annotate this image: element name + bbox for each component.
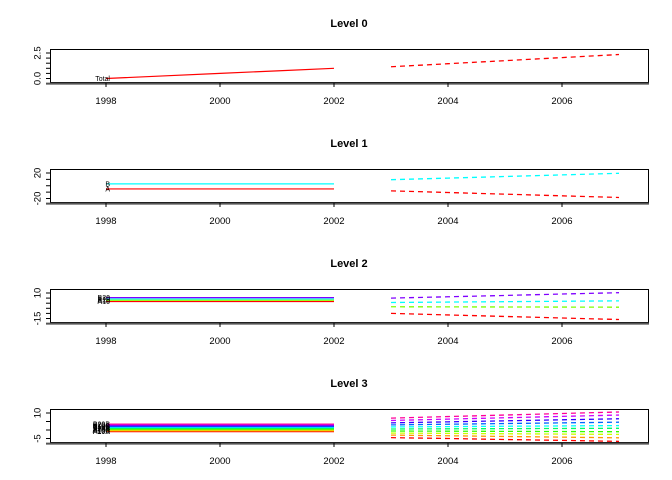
subplot-title: Level 1 xyxy=(330,138,367,150)
series-forecast-line-B10 xyxy=(390,300,620,304)
x-tick-label: 2004 xyxy=(437,216,458,227)
x-tick-label: 2002 xyxy=(323,456,344,467)
series-label-A10C: A10C xyxy=(92,428,110,435)
subplot-canvas-level-2: Level 2 10 -15 1998 2000 2002 2004 2006 A10A20B1… xyxy=(33,258,649,347)
subplot-title: Level 3 xyxy=(330,378,367,390)
y-tick-label: -5 xyxy=(33,434,44,442)
series-forecast-line-Total xyxy=(390,53,620,68)
subplot-level-0: Level 0 2.5 0.0 1998 2000 2002 2004 2006 Total xyxy=(0,0,672,120)
series-forecast-line-A20A xyxy=(390,430,620,433)
plot-box xyxy=(50,49,649,83)
x-tick-label: 1998 xyxy=(95,96,116,107)
series-forecast-line-B10C xyxy=(390,418,620,424)
x-tick-label: 1998 xyxy=(95,216,116,227)
x-tick-label: 2002 xyxy=(323,216,344,227)
x-tick-label: 2006 xyxy=(551,456,572,467)
series-history-line-Total xyxy=(105,67,335,80)
x-tick-label: 2000 xyxy=(209,96,230,107)
subplot-level-2: Level 2 10 -15 1998 2000 2002 2004 2006 A10 A20 B1… xyxy=(0,240,672,360)
x-tick-label: 2006 xyxy=(551,336,572,347)
y-tick-label: 0.0 xyxy=(33,72,44,85)
x-tick-label: 2002 xyxy=(323,336,344,347)
series-forecast-line-A10C xyxy=(390,432,620,436)
series-forecast-line-B20A xyxy=(390,414,620,422)
series-label-B20A: B20A xyxy=(93,422,110,429)
subplot-canvas-level-3: Level 3 10 -5 1998 2000 2002 2004 2006 A10AA10BA… xyxy=(33,378,649,467)
series-label-B10: B10 xyxy=(98,296,111,303)
series-label-A20A: A20A xyxy=(93,427,110,434)
x-tick-label: 2004 xyxy=(437,96,458,107)
series-label-A20: A20 xyxy=(98,298,111,305)
series-forecast-line-A20B xyxy=(390,427,620,430)
y-tick-label: 10 xyxy=(33,408,44,419)
x-tick-label: 2004 xyxy=(437,456,458,467)
series-label-B10B: B10B xyxy=(93,424,110,431)
subplot-title: Level 0 xyxy=(330,18,367,30)
y-tick-label: -15 xyxy=(33,312,44,326)
y-tick-label: 2.5 xyxy=(33,46,44,59)
x-tick-label: 2002 xyxy=(323,96,344,107)
x-tick-label: 2000 xyxy=(209,456,230,467)
x-tick-label: 2000 xyxy=(209,336,230,347)
series-forecast-line-A xyxy=(390,190,620,199)
series-label-B20B: B20B xyxy=(93,422,110,429)
series-forecast-line-B20 xyxy=(390,292,620,299)
subplot-level-1: Level 1 20 -20 1998 2000 2002 2004 2006 A B xyxy=(0,120,672,240)
series-label-B10A: B10A xyxy=(93,425,110,432)
x-tick-label: 2004 xyxy=(437,336,458,347)
series-forecast-line-B10B xyxy=(390,421,620,426)
x-tick-label: 1998 xyxy=(95,336,116,347)
series-forecast-line-B10A xyxy=(390,424,620,428)
x-tick-label: 1998 xyxy=(95,456,116,467)
series-forecast-line-A10A xyxy=(390,437,620,443)
series-label-B20: B20 xyxy=(98,295,111,302)
y-tick-label: -20 xyxy=(33,192,44,206)
y-tick-label: 20 xyxy=(33,168,44,179)
series-label-A10B: A10B xyxy=(93,428,110,435)
subplot-canvas-level-0: Level 0 2.5 0.0 1998 2000 2002 2004 2006 Total xyxy=(33,18,649,107)
series-label-A10: A10 xyxy=(98,299,111,306)
plot-box xyxy=(50,289,649,323)
x-tick-label: 2000 xyxy=(209,216,230,227)
series-label-A: A xyxy=(105,186,110,193)
subplot-canvas-level-1: Level 1 20 -20 1998 2000 2002 2004 2006 AB xyxy=(33,138,649,227)
x-tick-label: 2006 xyxy=(551,216,572,227)
series-label-Total: Total xyxy=(95,76,110,83)
series-label-B10C: B10C xyxy=(92,423,110,430)
series-label-A10A: A10A xyxy=(93,429,110,436)
plot-box xyxy=(50,169,649,203)
plot-box xyxy=(50,409,649,443)
series-forecast-line-B20B xyxy=(390,411,620,419)
series-label-B: B xyxy=(105,181,110,188)
series-label-A20B: A20B xyxy=(93,426,110,433)
x-tick-label: 2006 xyxy=(551,96,572,107)
series-forecast-line-A10 xyxy=(390,312,620,321)
subplot-level-3: Level 3 10 -5 1998 2000 2002 2004 2006 A10A A10B A… xyxy=(0,360,672,480)
y-tick-label: 10 xyxy=(33,288,44,299)
series-forecast-line-A10B xyxy=(390,434,620,439)
subplot-title: Level 2 xyxy=(330,258,367,270)
series-forecast-line-B xyxy=(390,172,620,181)
